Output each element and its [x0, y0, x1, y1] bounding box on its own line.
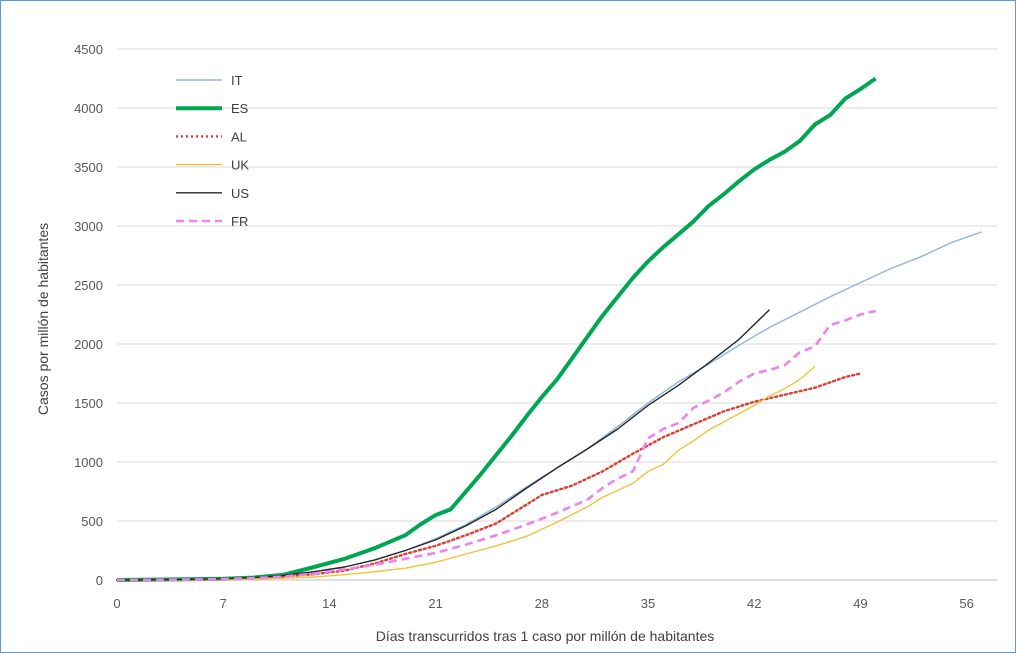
x-tick-label: 42 — [747, 596, 761, 611]
y-tick-label: 1500 — [74, 396, 103, 411]
y-tick-label: 500 — [81, 514, 103, 529]
series-line-fr — [116, 309, 876, 582]
y-axis-ticks: 0 500 1000 1500 2000 2500 3000 3500 4000 4500 — [74, 42, 103, 588]
legend-label-it: IT — [231, 73, 243, 88]
x-tick-label: 14 — [322, 596, 336, 611]
x-tick-label: 28 — [535, 596, 549, 611]
y-tick-label: 3000 — [74, 219, 103, 234]
series-line-es — [116, 76, 877, 582]
legend-label-es: ES — [231, 101, 249, 116]
legend: IT ES AL UK US FR — [176, 73, 249, 229]
x-tick-label: 35 — [641, 596, 655, 611]
x-tick-label: 7 — [220, 596, 227, 611]
series-line-us — [116, 309, 770, 581]
y-tick-label: 1000 — [74, 455, 103, 470]
x-axis-title: Días transcurridos tras 1 caso por milló… — [376, 628, 715, 644]
legend-label-al: AL — [231, 129, 247, 144]
series-lines — [115, 76, 983, 582]
x-tick-label: 21 — [428, 596, 442, 611]
x-axis-ticks: 0 7 14 21 28 35 42 49 56 — [113, 596, 974, 611]
legend-label-us: US — [231, 186, 249, 201]
x-tick-label: 49 — [853, 596, 867, 611]
y-tick-label: 0 — [96, 573, 103, 588]
y-tick-label: 2500 — [74, 278, 103, 293]
y-tick-label: 4000 — [74, 101, 103, 116]
series-line-al — [115, 372, 862, 582]
legend-label-uk: UK — [231, 158, 249, 173]
y-tick-label: 4500 — [74, 42, 103, 57]
x-tick-label: 0 — [113, 596, 120, 611]
gridlines — [117, 48, 997, 581]
x-tick-label: 56 — [959, 596, 973, 611]
y-tick-label: 3500 — [74, 160, 103, 175]
series-line-it — [116, 231, 983, 581]
y-axis-title: Casos por millón de habitantes — [35, 223, 51, 415]
legend-label-fr: FR — [231, 214, 248, 229]
y-tick-label: 2000 — [74, 337, 103, 352]
series-line-uk — [116, 365, 816, 581]
